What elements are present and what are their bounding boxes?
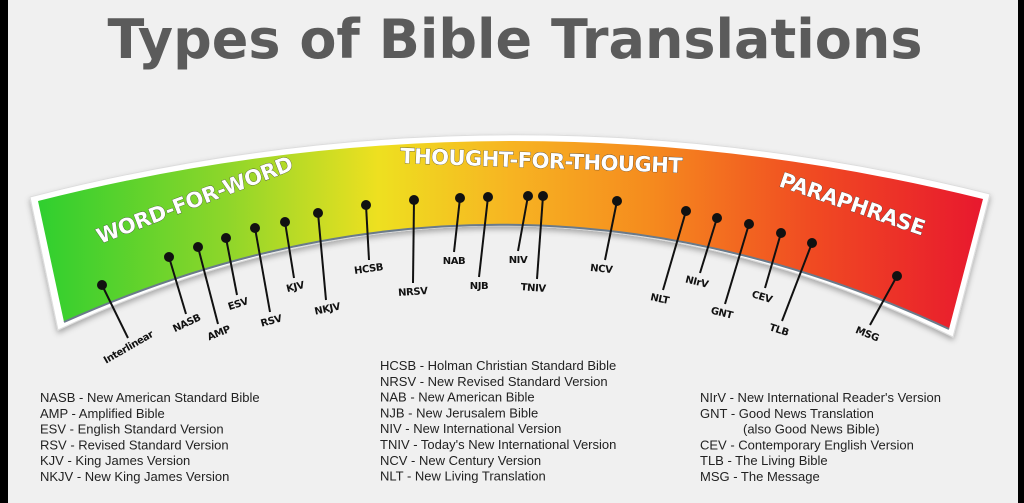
marker-dot <box>744 219 754 229</box>
legend-entry: ESV - English Standard Version <box>40 422 224 437</box>
marker-kjv: KJV <box>280 217 306 295</box>
legend-entry: MSG - The Message <box>700 469 820 484</box>
marker-label: TLB <box>768 322 790 339</box>
marker-dot <box>97 280 107 290</box>
marker-njb: NJB <box>470 192 493 292</box>
marker-line <box>517 195 529 252</box>
legend-entry: TLB - The Living Bible <box>700 453 828 468</box>
legend-entry: CEV - Contemporary English Version <box>700 437 914 452</box>
marker-label: NKJV <box>314 301 342 317</box>
marker-dot <box>807 238 817 248</box>
marker-label: NASB <box>171 313 202 335</box>
marker-label: GNT <box>710 306 735 322</box>
marker-line <box>168 256 187 315</box>
marker-rsv: RSV <box>250 223 284 330</box>
marker-line <box>225 237 238 296</box>
legend-entry: AMP - Amplified Bible <box>40 406 165 421</box>
legend-entry: (also Good News Bible) <box>743 422 880 437</box>
marker-nkjv: NKJV <box>313 208 342 318</box>
marker-dot <box>681 206 691 216</box>
marker-line <box>197 246 219 325</box>
marker-label: NRSV <box>398 286 429 299</box>
marker-label: NJB <box>470 281 489 292</box>
marker-dot <box>523 191 533 201</box>
marker-label: MSG <box>854 325 881 344</box>
marker-line <box>101 284 129 339</box>
marker-nlt: NLT <box>649 206 691 307</box>
marker-line <box>365 204 370 261</box>
page-title: Types of Bible Translations <box>107 8 922 71</box>
legend-entry: NIV - New International Version <box>380 421 561 436</box>
marker-dot <box>892 271 902 281</box>
marker-line <box>869 275 898 326</box>
arc-inner-edge <box>63 223 950 330</box>
marker-label: NIV <box>509 255 528 266</box>
legend-entry: NAB - New American Bible <box>380 390 535 405</box>
marker-line <box>412 199 415 284</box>
diagram-canvas: Types of Bible Translations WORD-FOR-WOR… <box>29 8 991 484</box>
marker-ncv: NCV <box>590 196 622 276</box>
legend-entry: NIrV - New International Reader's Versio… <box>700 390 941 405</box>
arc-band <box>38 140 983 329</box>
marker-line <box>764 232 782 289</box>
marker-line <box>604 200 618 261</box>
marker-label: NIrV <box>684 274 710 290</box>
marker-line <box>478 196 489 278</box>
marker-nrsv: NRSV <box>398 195 429 299</box>
legend-entry: NCV - New Century Version <box>380 453 541 468</box>
marker-dot <box>164 252 174 262</box>
marker-tniv: TNIV <box>520 191 548 295</box>
marker-label: HCSB <box>353 262 383 277</box>
marker-dot <box>538 191 548 201</box>
legend-entry: NASB - New American Standard Bible <box>40 390 260 405</box>
marker-label: CEV <box>750 289 774 306</box>
marker-label: KJV <box>285 280 306 295</box>
marker-label: ESV <box>227 296 251 313</box>
legend-entry: NRSV - New Revised Standard Version <box>380 374 608 389</box>
marker-line <box>724 223 750 305</box>
marker-line <box>662 210 687 291</box>
legend-entry: HCSB - Holman Christian Standard Bible <box>380 358 616 373</box>
marker-dot <box>361 200 371 210</box>
marker-label: TNIV <box>520 282 546 295</box>
marker-gnt: GNT <box>710 219 754 322</box>
infographic: Types of Bible Translations WORD-FOR-WOR… <box>8 0 1018 503</box>
marker-hcsb: HCSB <box>353 200 384 277</box>
legend-entry: NKJV - New King James Version <box>40 469 229 484</box>
marker-label: NAB <box>443 256 466 267</box>
marker-label: NLT <box>649 292 670 307</box>
marker-label: NCV <box>590 263 614 276</box>
marker-dot <box>221 233 231 243</box>
marker-dot <box>455 193 465 203</box>
legend-entry: RSV - Revised Standard Version <box>40 437 229 452</box>
legend-entry: NLT - New Living Translation <box>380 469 546 484</box>
marker-line <box>699 217 718 274</box>
marker-dot <box>250 223 260 233</box>
legend-entry: KJV - King James Version <box>40 453 190 468</box>
marker-dot <box>612 196 622 206</box>
marker-niv: NIV <box>509 191 533 266</box>
marker-label: Interlinear <box>102 329 156 366</box>
legend-entry: GNT - Good News Translation <box>700 406 874 421</box>
marker-line <box>254 227 271 313</box>
marker-line <box>781 242 813 322</box>
marker-dot <box>409 195 419 205</box>
marker-dot <box>193 242 203 252</box>
marker-nab: NAB <box>443 193 466 267</box>
marker-label: AMP <box>206 324 232 343</box>
marker-dot <box>280 217 290 227</box>
marker-line <box>536 195 544 280</box>
marker-dot <box>483 192 493 202</box>
marker-dot <box>776 228 786 238</box>
legend-entry: NJB - New Jerusalem Bible <box>380 405 538 420</box>
marker-line <box>317 212 327 301</box>
marker-label: RSV <box>260 313 284 329</box>
marker-dot <box>712 213 722 223</box>
marker-dot <box>313 208 323 218</box>
marker-line <box>284 221 295 279</box>
marker-line <box>453 197 461 253</box>
legend-entry: TNIV - Today's New International Version <box>380 437 616 452</box>
